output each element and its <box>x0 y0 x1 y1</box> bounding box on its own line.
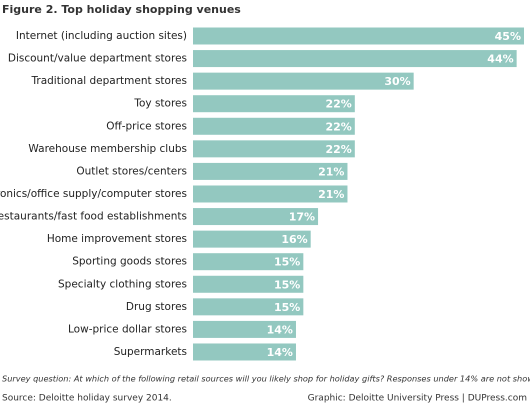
credit: Graphic: Deloitte University Press | DUP… <box>308 394 527 404</box>
value-label: 15% <box>274 301 300 314</box>
value-label: 44% <box>487 53 513 66</box>
bar <box>193 230 311 248</box>
bar <box>193 95 355 113</box>
value-label: 30% <box>384 75 410 88</box>
value-label: 21% <box>318 165 344 178</box>
category-label: Electronics/office supply/computer store… <box>0 188 187 200</box>
category-label: Supermarkets <box>114 346 187 358</box>
value-label: 15% <box>274 256 300 269</box>
chart-title: Figure 2. Top holiday shopping venues <box>2 3 241 16</box>
value-label: 14% <box>267 346 293 359</box>
bar <box>193 275 304 293</box>
value-label: 16% <box>281 233 307 246</box>
category-label: Low-price dollar stores <box>68 323 187 335</box>
bar <box>193 253 304 271</box>
category-label: Traditional department stores <box>31 75 188 87</box>
bar <box>193 72 414 90</box>
value-label: 21% <box>318 188 344 201</box>
bar <box>193 117 355 135</box>
category-label: Drug stores <box>126 301 187 313</box>
value-label: 22% <box>325 98 351 111</box>
category-label: Sporting goods stores <box>72 256 187 268</box>
source: Source: Deloitte holiday survey 2014. <box>2 394 172 404</box>
category-label: Specialty clothing stores <box>58 278 187 290</box>
bar <box>193 140 355 158</box>
category-label: Internet (including auction sites) <box>16 30 187 42</box>
category-label: Discount/value department stores <box>8 53 187 65</box>
bar <box>193 50 517 68</box>
bar <box>193 162 348 180</box>
value-label: 45% <box>495 30 521 43</box>
value-label: 22% <box>325 120 351 133</box>
category-label: Home improvement stores <box>47 233 187 245</box>
bar <box>193 343 296 361</box>
value-label: 22% <box>325 143 351 156</box>
category-label: Toy stores <box>133 98 187 110</box>
category-label: Off-price stores <box>106 120 187 132</box>
value-label: 14% <box>267 323 293 336</box>
value-label: 15% <box>274 278 300 291</box>
category-label: Warehouse membership clubs <box>28 143 187 155</box>
bar <box>193 27 524 45</box>
bar <box>193 208 319 226</box>
note: Survey question: At which of the followi… <box>2 374 530 384</box>
category-label: Restaurants/fast food establishments <box>0 211 187 223</box>
bar <box>193 298 304 316</box>
bar <box>193 185 348 203</box>
category-label: Outlet stores/centers <box>76 165 187 177</box>
value-label: 17% <box>289 211 315 224</box>
bar <box>193 320 296 338</box>
